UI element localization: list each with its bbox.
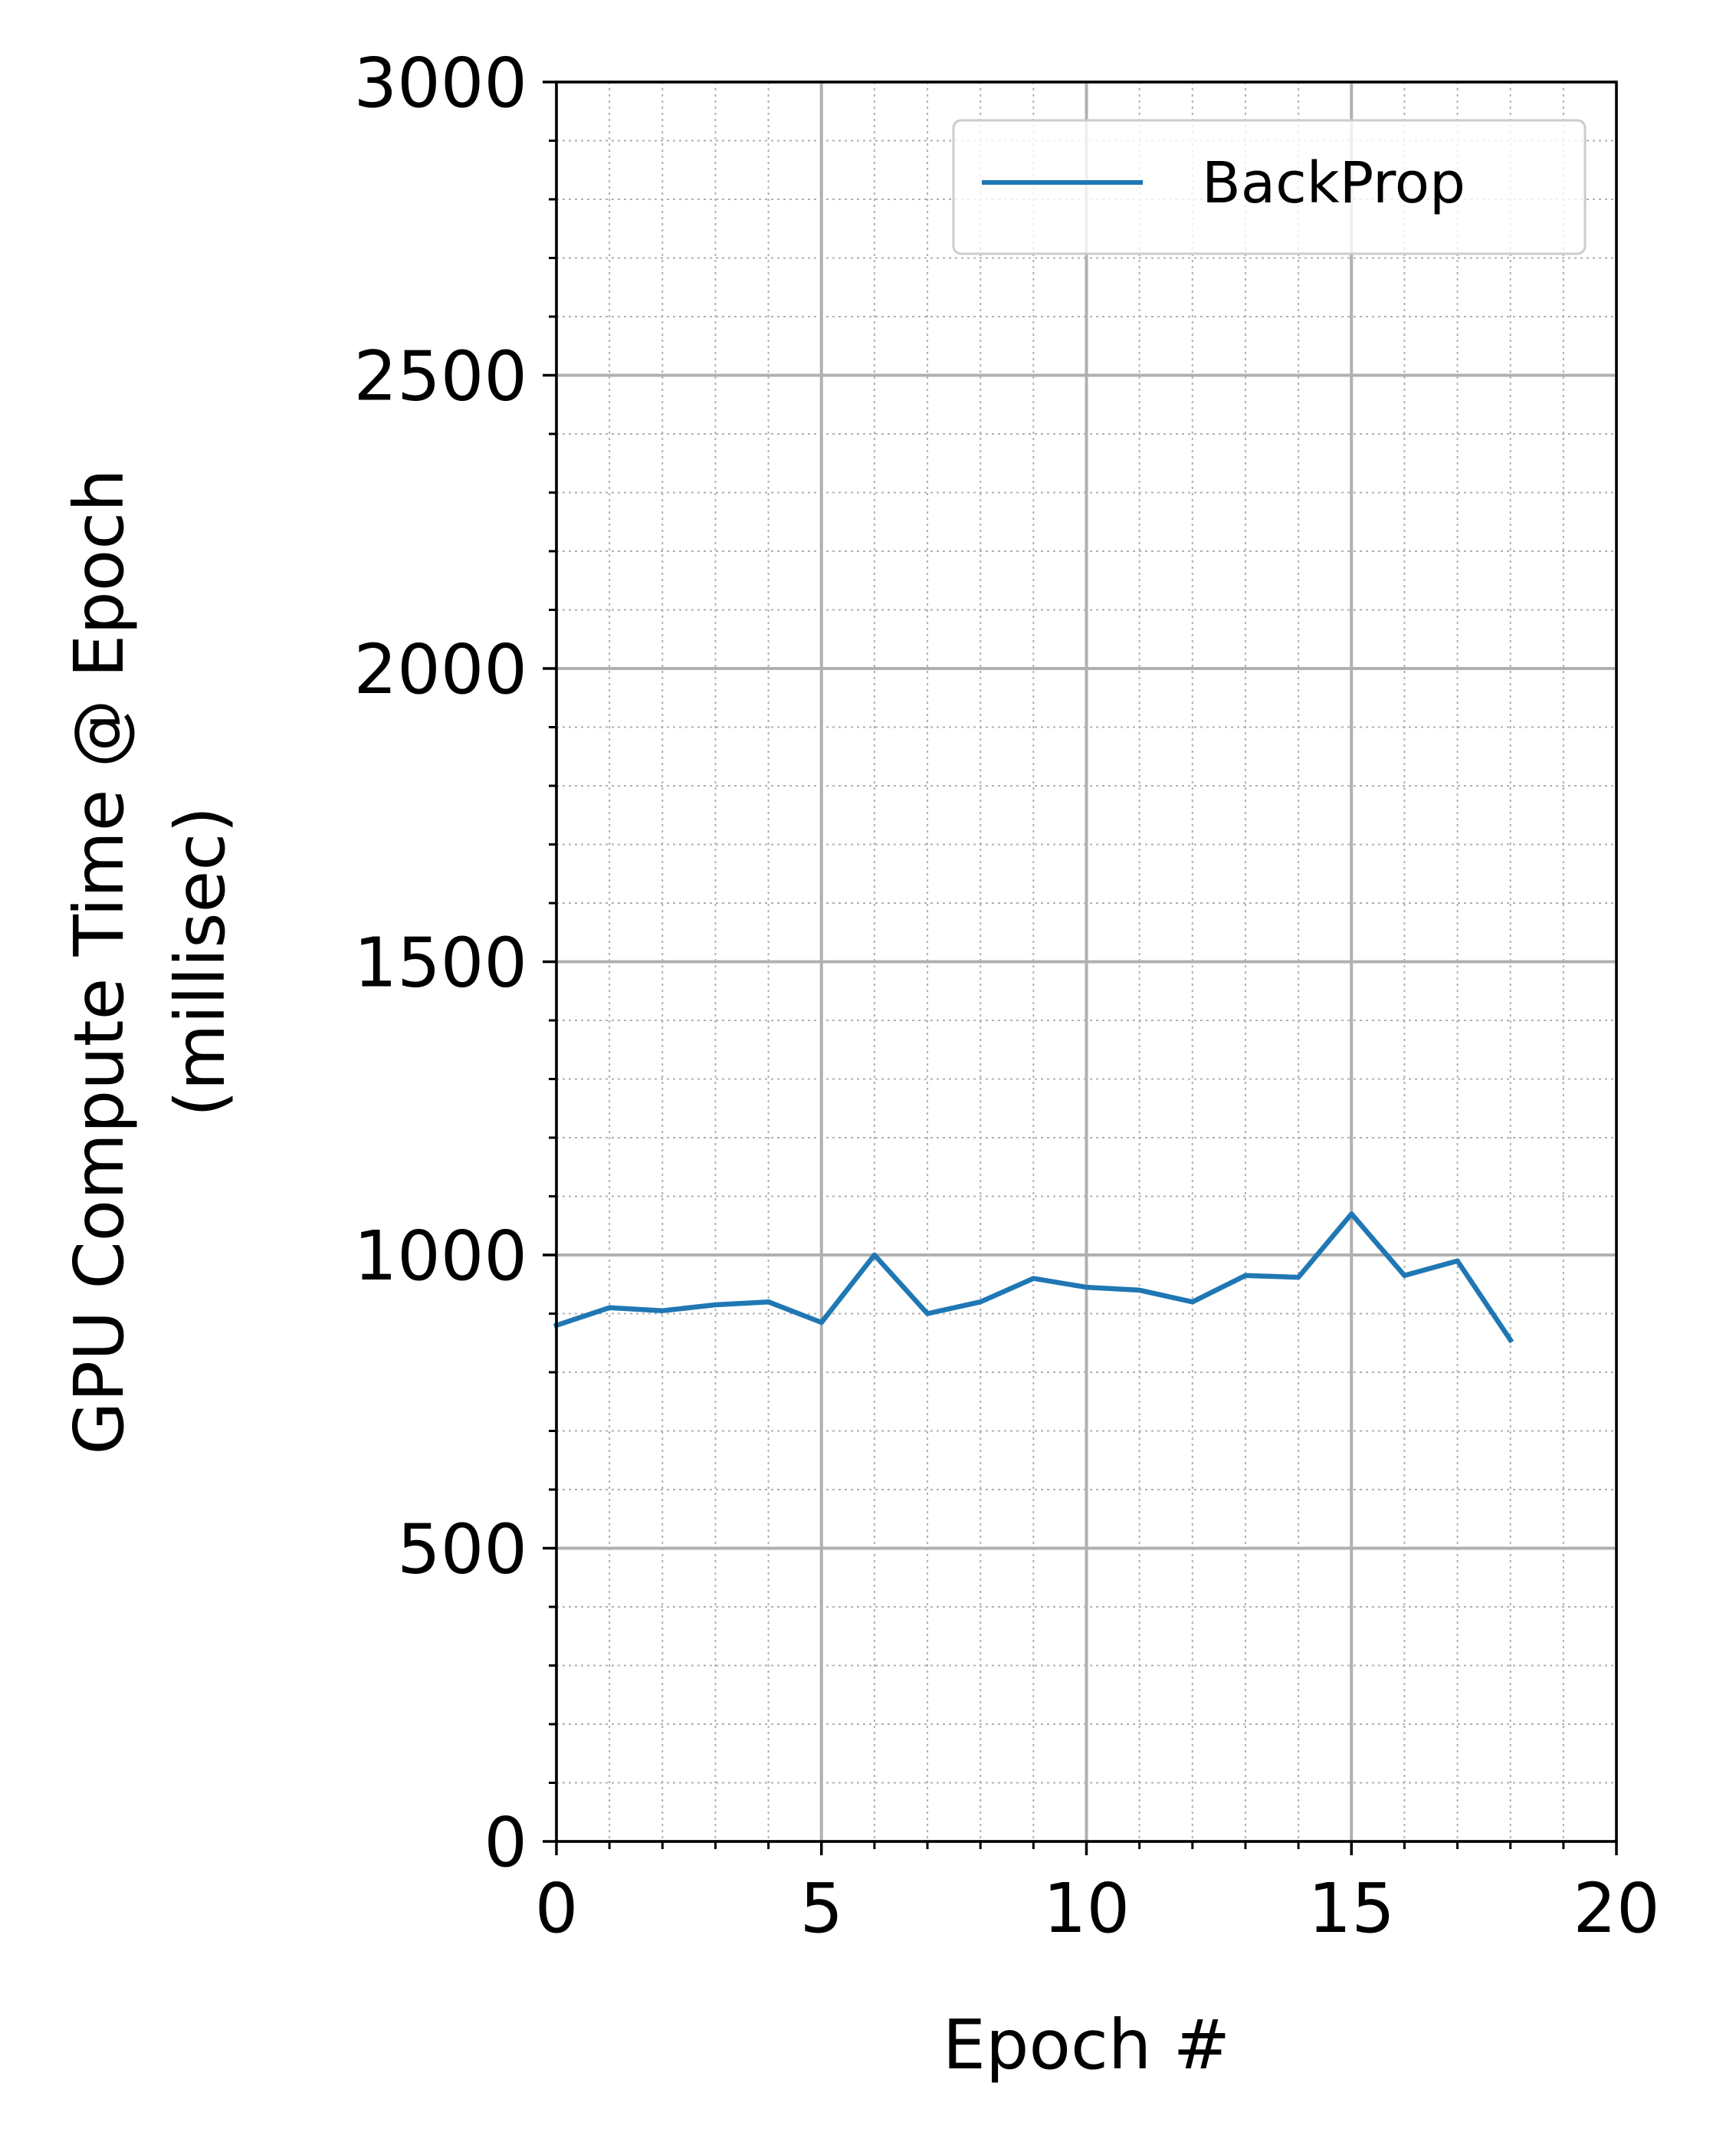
series-layer	[553, 1211, 1514, 1344]
y-axis-title-line-2: (millisec)	[160, 806, 240, 1117]
y-tick-label: 3000	[354, 43, 528, 123]
x-tick-label: 10	[1043, 1868, 1130, 1948]
x-tick-label: 15	[1308, 1868, 1395, 1948]
x-tick-label: 0	[535, 1868, 579, 1948]
y-tick-label: 2500	[354, 337, 528, 416]
y-tick-label: 0	[484, 1802, 527, 1882]
x-tick-label: 5	[799, 1868, 843, 1948]
y-tick-label: 2000	[354, 629, 528, 709]
y-axis-title-line-1: GPU Compute Time @ Epoch	[59, 468, 139, 1454]
y-tick-label: 1500	[354, 923, 528, 1003]
x-tick-label: 20	[1573, 1868, 1659, 1948]
legend: BackProp	[952, 119, 1587, 255]
y-tick-label: 1000	[354, 1216, 528, 1296]
series-line-backprop	[553, 1211, 1514, 1344]
legend-box	[952, 119, 1587, 255]
legend-label-backprop: BackProp	[1202, 150, 1465, 216]
x-axis-title: Epoch #	[943, 2005, 1230, 2084]
x-tick-labels: 0 5 10 15 20	[535, 1868, 1660, 1948]
y-tick-label: 500	[397, 1509, 527, 1589]
axis-ticks	[543, 80, 1618, 1855]
y-tick-labels: 0 500 1000 1500 2000 2500 3000	[354, 43, 528, 1882]
y-axis-title: GPU Compute Time @ Epoch (millisec)	[59, 468, 240, 1454]
